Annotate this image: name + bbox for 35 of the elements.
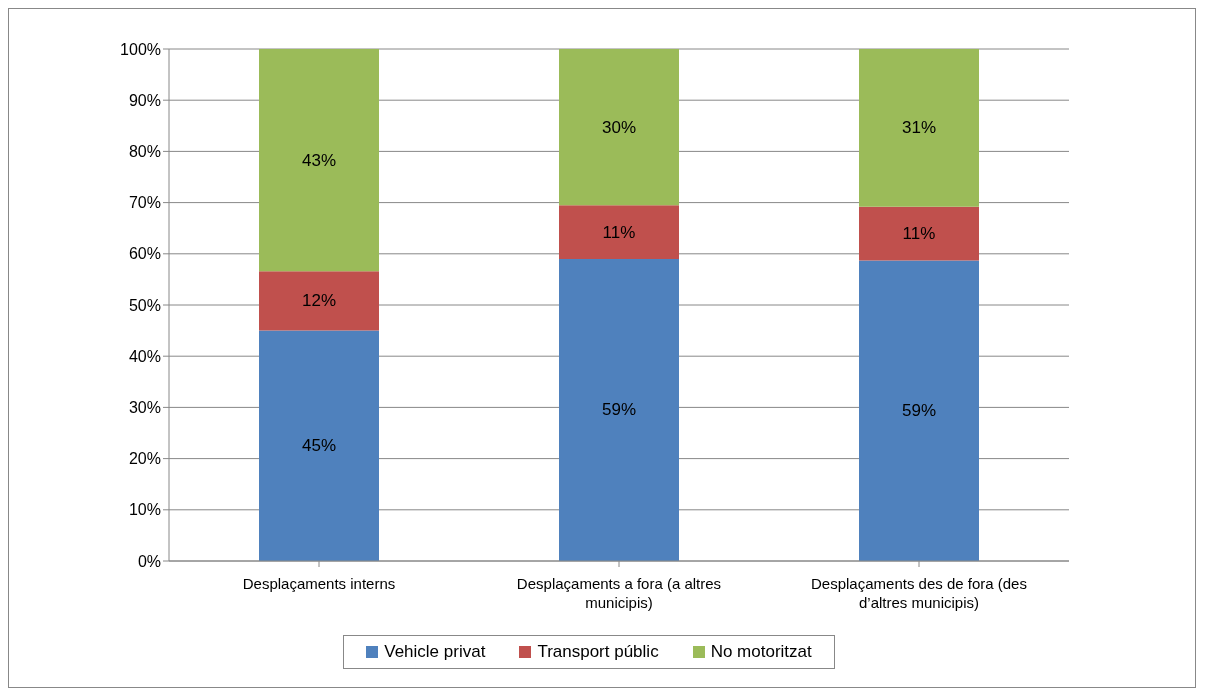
bar	[559, 205, 679, 259]
bar	[259, 330, 379, 561]
y-tick-label: 40%	[128, 347, 161, 365]
y-tick-label: 10%	[128, 501, 161, 519]
y-tick-label: 50%	[128, 296, 161, 314]
data-label: 11%	[902, 224, 936, 244]
y-tick-label: 0%	[137, 552, 161, 570]
data-label: 43%	[301, 150, 337, 170]
bar	[559, 49, 679, 206]
data-label: 30%	[601, 117, 637, 137]
y-tick-label: 60%	[128, 245, 161, 263]
x-tick-label: Desplaçaments des de fora (des d’altres municipis)	[811, 575, 1027, 611]
data-label: 59%	[901, 401, 937, 421]
y-tick-label: 100%	[120, 40, 161, 58]
bar	[859, 260, 979, 561]
y-tick-label: 70%	[128, 194, 161, 212]
y-tick-label: 30%	[128, 399, 161, 417]
legend-label: Vehicle privat	[384, 642, 486, 662]
data-label: 45%	[301, 436, 337, 456]
data-label: 59%	[601, 400, 637, 420]
y-tick-label: 80%	[128, 143, 161, 161]
data-label: 31%	[901, 118, 937, 138]
x-tick-label: Desplaçaments interns	[242, 575, 396, 592]
x-tick-label: Desplaçaments a fora (a altres municipis)	[516, 575, 722, 611]
bar	[859, 49, 979, 207]
legend-label: No motoritzat	[710, 642, 812, 662]
bar	[259, 49, 379, 272]
data-label: 12%	[301, 291, 337, 311]
legend-label: Transport públic	[537, 642, 659, 662]
bar	[559, 258, 679, 561]
data-label: 11%	[602, 222, 636, 242]
bar	[259, 271, 379, 331]
y-tick-label: 20%	[128, 450, 161, 468]
bar	[859, 206, 979, 261]
y-tick-label: 90%	[128, 91, 161, 109]
